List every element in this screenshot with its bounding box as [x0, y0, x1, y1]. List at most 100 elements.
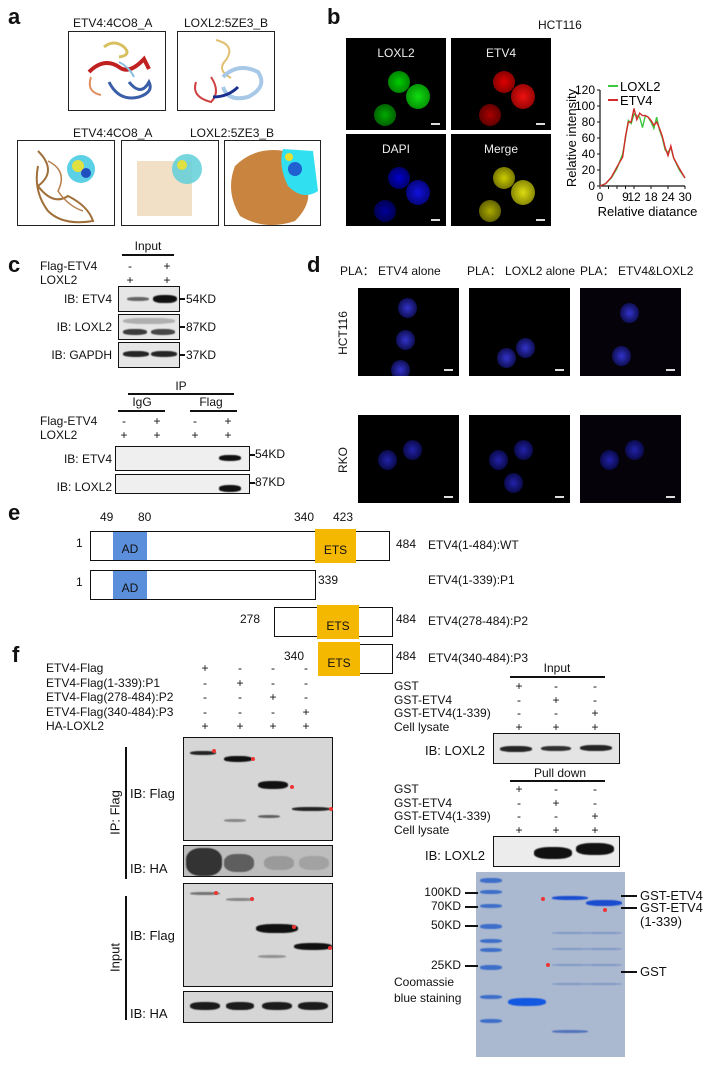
condition-sign: +: [515, 719, 523, 734]
blot-label: IB: LOXL2: [56, 480, 112, 494]
residue-end: 484: [396, 537, 417, 551]
y-tick-label: 100: [575, 99, 595, 113]
panel-label-b: b: [327, 4, 341, 29]
ladder-marker: 70KD: [430, 899, 461, 913]
condition-sign: +: [163, 259, 171, 273]
nucleus: [396, 330, 415, 350]
condition-sign: +: [552, 692, 560, 707]
blot-band: [576, 843, 614, 855]
nucleus: [378, 450, 397, 470]
molecular-weight-marker: 87KD: [186, 320, 217, 334]
condition-label: GST: [394, 782, 419, 796]
condition-sign: -: [593, 795, 597, 810]
group-bar: [510, 780, 605, 782]
condition-sign: +: [591, 706, 599, 720]
band-pointer: [621, 895, 637, 897]
protein-ribbon-image: [87, 41, 152, 100]
blot-band: [256, 924, 298, 933]
micrograph-merge: Merge: [451, 134, 551, 226]
x-tick-label: 30: [678, 190, 692, 204]
pla-micrograph: [469, 415, 570, 503]
blot-image: [183, 737, 333, 841]
residue-start: 340: [284, 649, 305, 663]
y-tick-label: 20: [582, 163, 596, 177]
condition-sign: -: [238, 690, 242, 705]
band-marker-asterisk: [290, 785, 294, 789]
condition-sign: -: [271, 675, 275, 690]
blot-band: [299, 856, 329, 870]
blot-band: [123, 329, 147, 335]
blot-band: [224, 756, 252, 762]
residue-end: 484: [396, 612, 417, 626]
condition-label: GST-ETV4: [394, 692, 453, 707]
condition-sign: -: [203, 704, 207, 719]
structure-etv4: [68, 31, 166, 111]
blot-band: [480, 948, 502, 952]
channel-label: LOXL2: [377, 46, 415, 60]
blot-band: [508, 998, 546, 1006]
condition-sign: +: [591, 822, 599, 837]
condition-label: HA-LOXL2: [46, 719, 105, 734]
scale-bar: [431, 123, 440, 125]
blot-image: [118, 342, 180, 368]
condition-sign: +: [163, 273, 171, 287]
scale-bar: [555, 496, 564, 498]
condition-sign: +: [201, 661, 209, 675]
series-line-etv4: [599, 108, 686, 187]
blot-band: [264, 856, 294, 870]
condition-sign: -: [554, 679, 558, 693]
condition-label: ETV4-Flag: [46, 661, 104, 675]
pla-micrograph: [580, 415, 681, 503]
blot-band: [292, 807, 330, 811]
y-tick-label: 80: [582, 115, 596, 129]
condition-label: Flag-ETV4: [40, 259, 98, 273]
blot-band: [552, 896, 588, 900]
blot-label: IB: HA: [130, 1006, 168, 1021]
group-label: Input: [107, 943, 123, 972]
band-label: GST-ETV4: [640, 900, 703, 915]
residue-end: 484: [396, 649, 417, 663]
condition-sign: +: [591, 809, 599, 823]
scale-bar: [444, 496, 453, 498]
panel-label-c: c: [8, 252, 21, 277]
marker-tick: [180, 354, 185, 356]
blot-band: [480, 904, 502, 908]
marker-tick: [250, 482, 255, 484]
condition-sign: -: [593, 782, 597, 796]
nucleus: [504, 473, 523, 493]
condition-label: GST-ETV4(1-339): [394, 706, 491, 720]
band-pointer: [621, 907, 637, 909]
condition-label: ETV4-Flag(1-339):P1: [46, 675, 161, 690]
condition-sign: +: [591, 719, 599, 734]
condition-sign: +: [224, 414, 232, 428]
condition-label: LOXL2: [40, 273, 78, 287]
x-tick-label: 12: [627, 190, 641, 204]
blot-band: [258, 815, 280, 818]
cell-line-label: HCT116: [336, 311, 350, 355]
structure-title: ETV4:4CO8_A: [73, 126, 153, 140]
band-marker-asterisk: [292, 925, 296, 929]
docking-stick-image: [137, 154, 202, 216]
blot-band: [480, 1019, 502, 1023]
marker-tick: [250, 454, 255, 456]
docking-ribbon-image: [35, 150, 95, 224]
panel-label-d: d: [307, 252, 321, 277]
x-tick-label: 9: [622, 190, 629, 204]
group-bracket: [125, 896, 127, 1020]
condition-sign: +: [201, 719, 209, 734]
band-marker-asterisk: [603, 908, 607, 912]
blot-band: [226, 898, 254, 901]
condition-sign: +: [515, 679, 523, 693]
condition-sign: +: [153, 428, 161, 442]
y-tick-label: 120: [575, 83, 595, 97]
band-label: (1-339): [640, 914, 682, 929]
ladder-marker: 100KD: [424, 885, 461, 899]
pla-condition-title: PLA： ETV4&LOXL2: [580, 264, 694, 278]
nucleus: [391, 360, 410, 376]
scale-bar: [666, 496, 675, 498]
condition-label: Cell lysate: [394, 719, 450, 734]
docking-surface: [224, 140, 321, 226]
ets-domain: ETS: [315, 529, 356, 563]
nucleus: [398, 298, 417, 318]
